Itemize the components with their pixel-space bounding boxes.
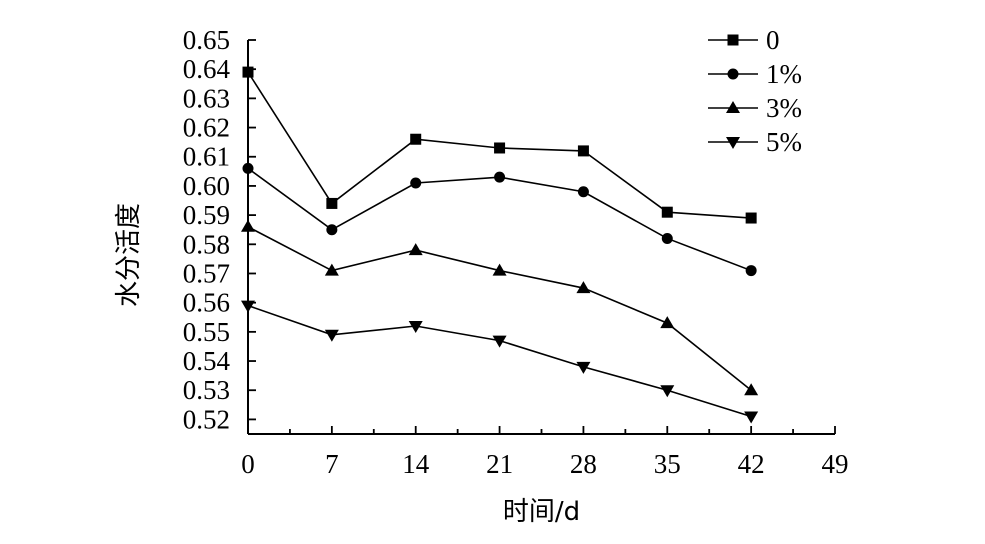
legend-label: 0 [766,25,780,55]
data-point [242,66,254,78]
axes [247,40,835,435]
x-tick-label: 21 [486,449,513,479]
legend-entry: 5% [708,127,802,157]
series-line [247,226,752,391]
y-tick-label: 0.63 [183,83,230,113]
y-tick-label: 0.57 [183,258,230,288]
data-point [494,171,506,183]
y-tick-label: 0.55 [183,317,230,347]
data-point [660,385,675,398]
y-tick-label: 0.60 [183,171,230,201]
data-point [408,243,423,256]
legend-label: 5% [766,127,802,157]
y-tick-label: 0.52 [183,404,230,434]
series-2 [241,219,759,396]
data-point [410,133,422,145]
data-point [745,212,757,224]
data-point [576,281,591,294]
series-1 [242,162,757,277]
legend-entry: 3% [708,93,802,123]
data-point [661,232,673,244]
x-tick-label: 35 [654,449,681,479]
x-axis-label: 时间/d [503,497,580,527]
legend: 0 1% 3% 5% [708,25,802,157]
data-point [241,219,255,232]
data-point [241,300,255,313]
legend-marker [727,34,739,46]
data-point [744,411,759,424]
y-axis-label: 水分活度 [114,203,144,307]
y-tick-label: 0.59 [183,200,230,230]
data-point [324,329,339,342]
x-tick-label: 7 [325,449,339,479]
data-point [408,321,423,334]
series-group [241,66,759,424]
data-point [577,186,589,198]
data-point [326,197,338,209]
y-tick-label: 0.56 [183,288,230,318]
data-point [660,316,675,329]
series-0 [242,66,757,224]
series-line [247,304,752,418]
x-tick-label: 28 [570,449,597,479]
data-point [410,177,422,189]
y-tick-label: 0.54 [183,346,231,376]
legend-entry: 0 [708,25,780,55]
x-tick-label: 42 [738,449,765,479]
y-tick-label: 0.61 [183,142,230,172]
legend-marker [726,137,740,149]
data-point [326,224,338,236]
x-tick-label: 14 [402,449,430,479]
legend-marker [727,68,739,80]
legend-label: 1% [766,59,802,89]
legend-entry: 1% [708,59,802,89]
x-tick-label: 49 [822,449,849,479]
data-point [576,361,591,374]
data-point [577,145,589,157]
x-tick-label: 0 [241,449,255,479]
data-point [492,335,507,348]
data-point [744,383,759,396]
data-point [745,265,757,277]
y-tick-label: 0.62 [183,113,230,143]
legend-marker [726,101,740,113]
data-point [242,162,254,174]
data-point [494,142,506,154]
data-point [324,263,339,276]
y-tick-label: 0.53 [183,375,230,405]
data-point [492,263,507,276]
y-tick-label: 0.64 [183,54,231,84]
y-tick-label: 0.65 [183,25,230,55]
y-tick-label: 0.58 [183,229,230,259]
y-axis-ticks: 0.520.530.540.550.560.570.580.590.600.61… [183,25,256,434]
series-3 [241,300,759,424]
legend-label: 3% [766,93,802,123]
x-axis-ticks: 0 7 14 21 28 35 42 49 [241,426,849,479]
data-point [661,206,673,218]
series-line [247,167,752,272]
